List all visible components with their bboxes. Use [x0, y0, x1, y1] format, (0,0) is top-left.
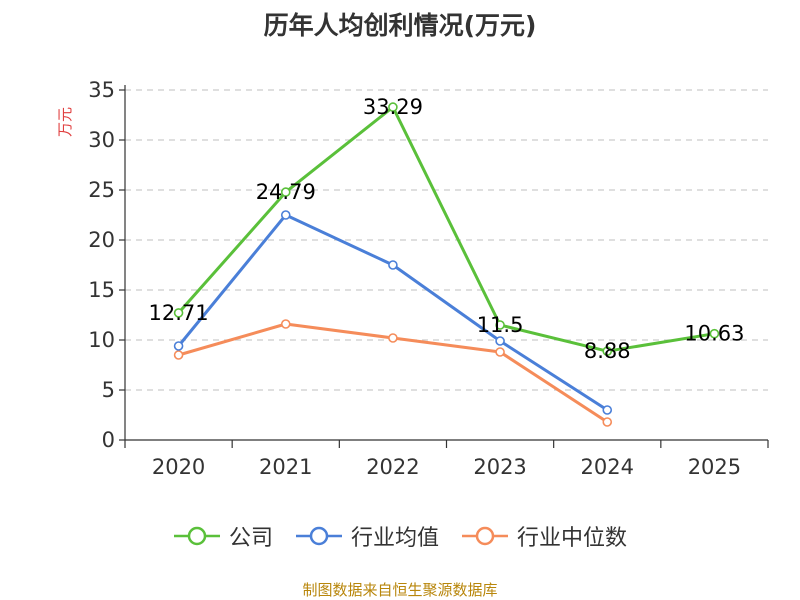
legend-label: 公司	[228, 526, 273, 551]
legend-swatch-marker	[187, 526, 207, 546]
source-note: 制图数据来自恒生聚源数据库	[302, 581, 498, 599]
data-label: 33.29	[363, 95, 423, 119]
data-point	[173, 341, 184, 351]
x-tick-label: 2024	[581, 455, 634, 479]
x-tick-label: 2025	[688, 455, 741, 479]
data-point	[388, 102, 398, 112]
data-point	[602, 405, 613, 415]
legend-swatch-marker	[309, 526, 329, 546]
y-tick-label: 30	[88, 128, 115, 152]
legend-swatch	[173, 526, 220, 546]
data-point	[388, 333, 398, 343]
legend-label: 行业中位数	[517, 526, 628, 551]
x-tick-label: 2021	[259, 455, 312, 479]
data-label: 8.88	[584, 339, 631, 363]
legend-swatch	[295, 526, 342, 546]
data-label: 24.79	[256, 180, 316, 204]
data-point	[173, 350, 184, 360]
data-point	[602, 417, 613, 427]
data-point	[602, 346, 613, 357]
y-tick-label: 5	[102, 378, 115, 402]
legend-swatch-marker	[475, 526, 495, 546]
data-label: 10.63	[684, 322, 744, 346]
legend-item-1[interactable]: 行业均值	[295, 520, 439, 552]
legend-label: 行业均值	[350, 526, 439, 551]
x-tick-label: 2023	[473, 455, 526, 479]
y-tick-label: 25	[88, 178, 115, 202]
data-point	[495, 336, 505, 346]
chart-title: 历年人均创利情况(万元)	[263, 11, 537, 40]
y-tick-label: 15	[88, 278, 115, 302]
data-point	[495, 320, 505, 330]
data-point	[388, 260, 398, 270]
series-line-0	[177, 105, 715, 353]
data-point	[495, 347, 505, 357]
data-point	[280, 319, 291, 329]
data-point	[173, 308, 184, 318]
legend-item-2[interactable]: 行业中位数	[461, 520, 627, 552]
legend-item-0[interactable]: 公司	[173, 520, 273, 552]
data-label: 12.71	[149, 301, 209, 325]
y-axis-label: 万元	[56, 107, 74, 137]
y-tick-label: 10	[88, 328, 115, 352]
data-point	[280, 187, 291, 197]
x-tick-label: 2020	[152, 455, 205, 479]
y-tick-label: 0	[102, 428, 115, 452]
data-point	[709, 328, 720, 339]
y-tick-label: 35	[88, 78, 115, 102]
x-tick-label: 2022	[366, 455, 419, 479]
legend-swatch	[462, 526, 508, 546]
y-tick-label: 20	[88, 228, 115, 252]
data-label: 11.5	[477, 313, 524, 337]
data-point	[280, 210, 291, 220]
legend: 公司 行业均值 行业中位数	[0, 520, 800, 552]
